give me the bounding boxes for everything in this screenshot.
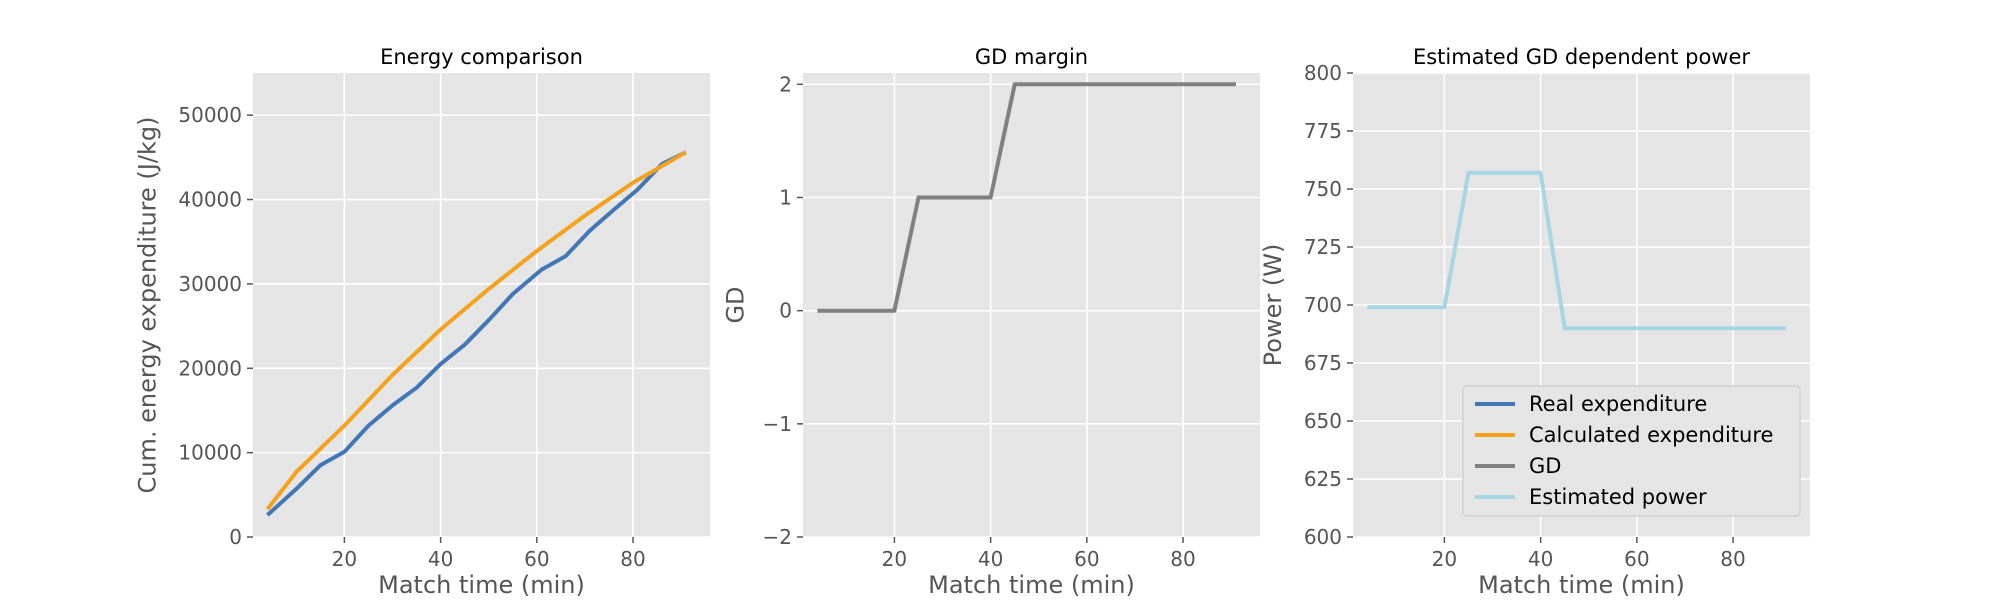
- y-axis-label: Cum. energy expenditure (J/kg): [134, 117, 162, 494]
- y-tick-label: 725: [1304, 235, 1342, 259]
- y-tick-label: −1: [763, 412, 792, 436]
- y-tick-label: 750: [1304, 177, 1342, 201]
- y-tick-label: 650: [1304, 409, 1342, 433]
- series-line-estimated-power: [1367, 170, 1786, 331]
- y-tick-label: −2: [763, 525, 792, 549]
- panel-title: Energy comparison: [380, 45, 583, 69]
- y-tick-label: 675: [1304, 351, 1342, 375]
- y-tick-label: 0: [229, 525, 242, 549]
- x-tick-label: 40: [428, 547, 453, 571]
- legend: Real expenditure Calculated expenditure GD…: [1462, 385, 1801, 517]
- x-tick-label: 60: [524, 547, 549, 571]
- x-tick-label: 20: [1432, 547, 1457, 571]
- x-tick-label: 80: [1720, 547, 1745, 571]
- panel-title: GD margin: [975, 45, 1088, 69]
- y-tick-label: 625: [1304, 467, 1342, 491]
- y-tick-label: 600: [1304, 525, 1342, 549]
- plot-area-background: [803, 73, 1260, 537]
- x-tick-label: 60: [1074, 547, 1099, 571]
- legend-label-gd: GD: [1529, 454, 1561, 478]
- x-axis-label: Match time (min): [1478, 571, 1685, 599]
- x-tick-label: 40: [1528, 547, 1553, 571]
- x-tick-label: 40: [978, 547, 1003, 571]
- series-line-calculated-expenditure: [265, 150, 687, 511]
- chart-panel-2: 20 40 60 80 −2 −1 0 1 2 GD margin Match time (min)…: [722, 45, 1260, 599]
- y-tick-label: 700: [1304, 293, 1342, 317]
- plot-area-background: [253, 73, 710, 537]
- legend-label-estimated-power: Estimated power: [1529, 485, 1707, 509]
- x-tick-label: 20: [332, 547, 357, 571]
- y-tick-label: 10000: [178, 441, 242, 465]
- chart-panel-1: 20 40 60 80 0 10000 20000 30000 40000 50000 Energy…: [134, 45, 710, 599]
- x-tick-label: 20: [882, 547, 907, 571]
- legend-label-calculated-expenditure: Calculated expenditure: [1529, 423, 1773, 447]
- y-tick-label: 40000: [178, 188, 242, 212]
- y-tick-label: 775: [1304, 119, 1342, 143]
- panel-title: Estimated GD dependent power: [1413, 45, 1750, 69]
- x-axis-label: Match time (min): [928, 571, 1135, 599]
- y-axis-label: Power (W): [1259, 244, 1287, 367]
- x-axis-label: Match time (min): [378, 571, 585, 599]
- series-line-real-expenditure: [266, 150, 687, 517]
- y-tick-label: 50000: [178, 103, 242, 127]
- y-tick-label: 0: [779, 299, 792, 323]
- x-tick-label: 80: [1170, 547, 1195, 571]
- y-tick-label: 20000: [178, 356, 242, 380]
- y-tick-label: 800: [1304, 61, 1342, 85]
- legend-label-real-expenditure: Real expenditure: [1529, 392, 1707, 416]
- x-tick-label: 60: [1624, 547, 1649, 571]
- x-tick-label: 80: [620, 547, 645, 571]
- y-tick-label: 2: [779, 72, 792, 96]
- y-axis-label: GD: [722, 286, 750, 323]
- y-tick-label: 30000: [178, 272, 242, 296]
- y-tick-label: 1: [779, 185, 792, 209]
- legend-box: [1462, 385, 1801, 517]
- series-line-gd: [817, 82, 1236, 313]
